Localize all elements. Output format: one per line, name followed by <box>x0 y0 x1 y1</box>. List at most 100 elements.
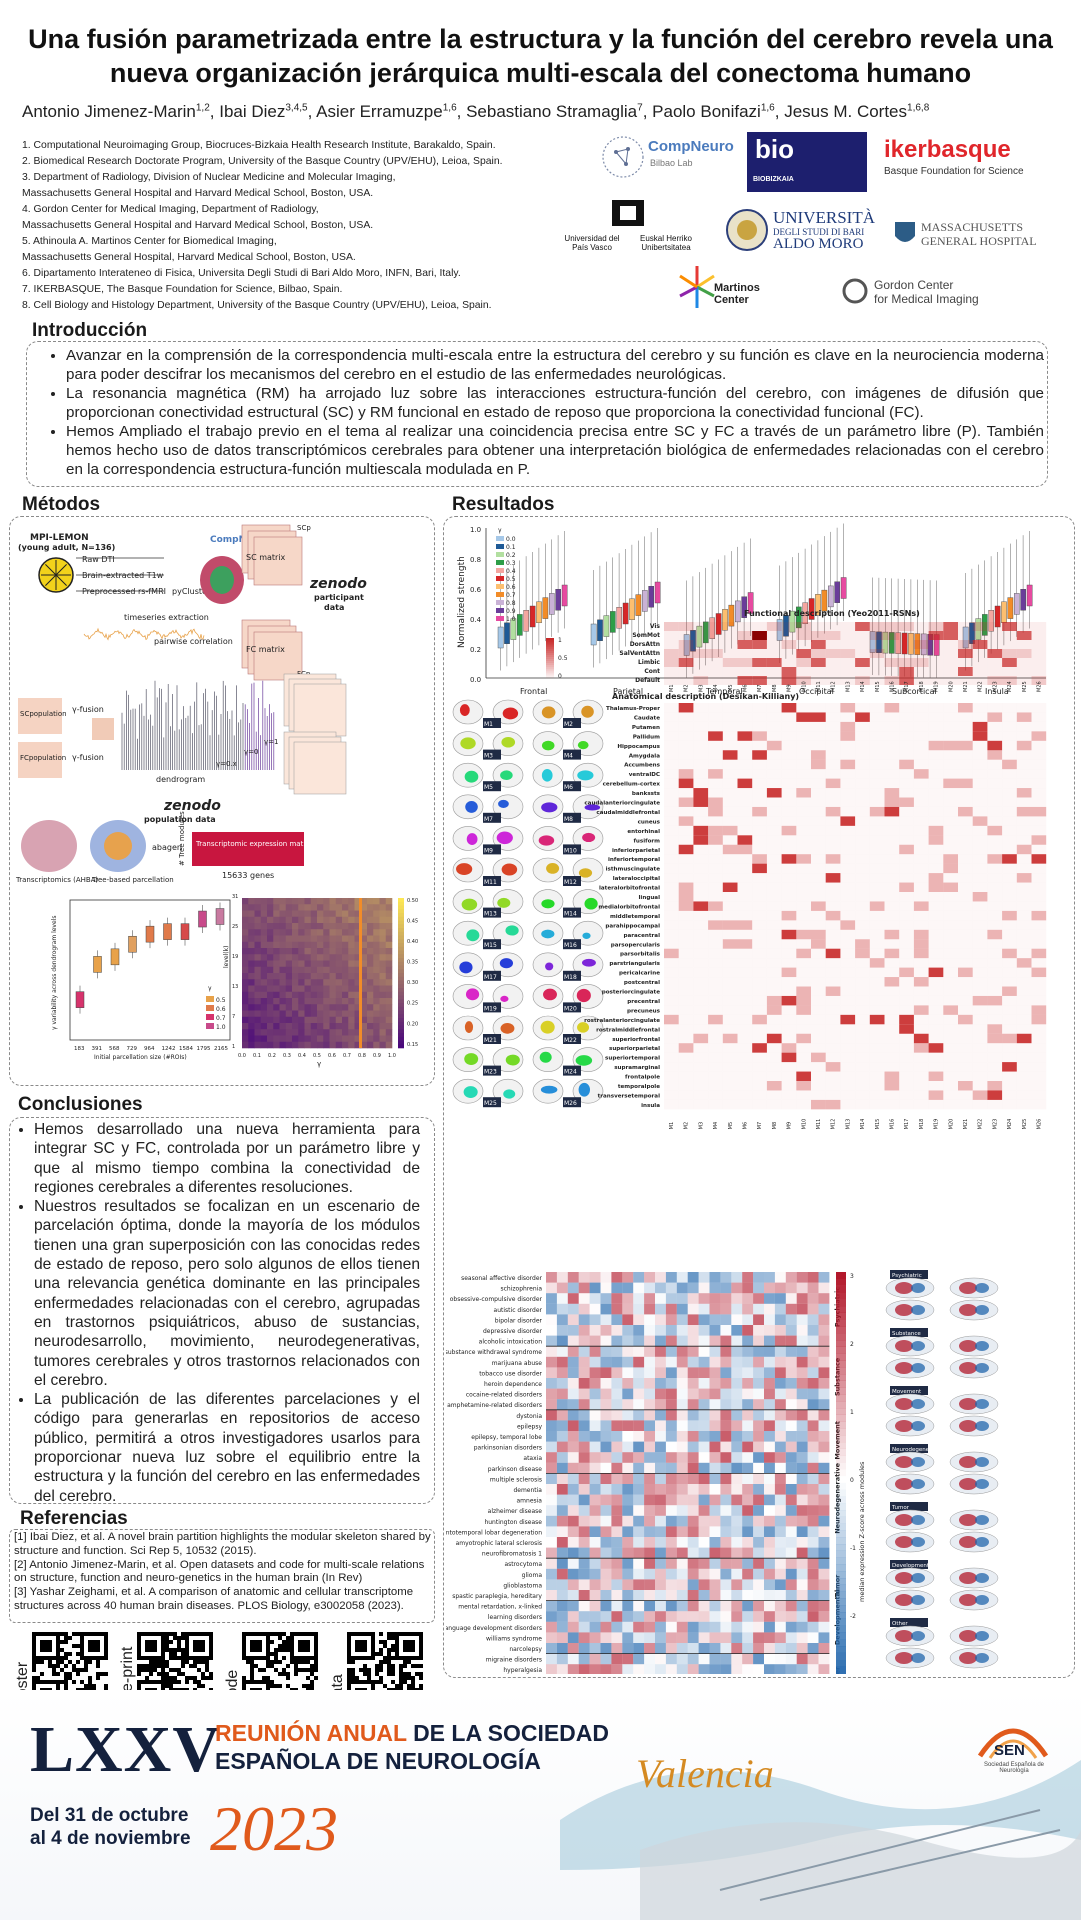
disease-cell <box>753 1367 764 1378</box>
group-brain-hot <box>959 1340 977 1352</box>
disease-cell <box>655 1579 666 1590</box>
anat-cell <box>928 806 944 817</box>
anat-cell <box>943 1052 958 1063</box>
anat-cell <box>708 882 723 892</box>
anat-cell <box>943 1071 958 1081</box>
bari-label-3: ALDO MORO <box>773 236 864 252</box>
strength-y-tick: 0.2 <box>470 646 481 654</box>
anat-cell <box>928 995 944 1006</box>
heatmap-cell <box>317 960 324 968</box>
group-brain-cold <box>975 1305 989 1315</box>
rsn-cell <box>693 622 709 631</box>
anat-cell <box>1002 1024 1017 1034</box>
heatmap-cell <box>298 948 305 955</box>
module-tag-bg <box>483 970 501 981</box>
rsn-cell <box>693 640 709 649</box>
anat-cell <box>825 835 841 845</box>
disease-cell <box>807 1537 819 1548</box>
anat-cell <box>678 892 694 902</box>
region-label: Temporal <box>705 687 743 696</box>
anat-cell <box>796 854 811 864</box>
disease-cell <box>600 1325 612 1336</box>
anat-cell <box>958 910 973 921</box>
module-tag: M13 <box>484 911 497 918</box>
disease-colorbar-step <box>836 1435 846 1443</box>
anat-cell <box>913 958 929 968</box>
heatmap-cell <box>335 935 343 943</box>
heatmap-cell <box>348 910 355 918</box>
heatmap-cell <box>254 954 262 961</box>
heatmap-cell <box>373 973 380 980</box>
anat-cell <box>884 1024 900 1034</box>
heatmap-colorbar-step <box>398 913 404 918</box>
anat-cell <box>825 939 841 949</box>
anat-cell <box>737 1033 753 1044</box>
anat-cell <box>678 816 694 826</box>
anat-cell <box>796 1014 811 1025</box>
disease-cell <box>720 1473 732 1484</box>
heatmap-cell <box>310 935 318 943</box>
disease-cell <box>676 1325 688 1336</box>
group-brain-cold <box>975 1653 989 1663</box>
disease-cell <box>644 1473 655 1484</box>
disease-cell <box>720 1441 732 1453</box>
anat-cell <box>899 892 914 902</box>
anat-module-tick: M11 <box>816 1119 822 1130</box>
disease-cell <box>611 1303 623 1315</box>
group-brain-cold <box>975 1515 989 1525</box>
anat-cell <box>825 806 841 817</box>
anat-cell <box>987 797 1003 807</box>
heatmap-colorbar-step <box>398 961 404 966</box>
qr-code[interactable] <box>32 1632 108 1708</box>
module-tag-bg <box>483 718 501 728</box>
heatmap-cell <box>360 941 368 949</box>
pairwise-label: pairwise correlation <box>154 637 233 646</box>
rsn-cell <box>869 676 885 685</box>
anat-cell <box>928 797 944 807</box>
disease-cell <box>709 1537 721 1548</box>
disease-cell <box>731 1420 743 1431</box>
disease-cell <box>764 1590 775 1601</box>
heatmap-cell <box>304 973 312 980</box>
anat-cell <box>781 1090 797 1100</box>
heatmap-cell <box>329 948 337 955</box>
anat-cell <box>972 892 988 902</box>
strength-box <box>747 592 754 614</box>
disease-colorbar-step <box>836 1312 846 1320</box>
anat-cell <box>825 788 841 798</box>
disease-cell <box>655 1335 666 1347</box>
anat-cell <box>1031 1081 1047 1091</box>
anat-label: insula <box>641 1103 660 1109</box>
disease-cell <box>709 1367 721 1378</box>
anat-cell <box>869 882 885 892</box>
disease-cell <box>589 1632 601 1643</box>
disease-cell <box>720 1515 732 1527</box>
anat-cell <box>811 1081 826 1091</box>
anat-cell <box>913 882 929 892</box>
group-brain-hot <box>959 1420 977 1432</box>
heatmap-cell <box>310 929 318 936</box>
anat-cell <box>693 910 709 921</box>
disease-cell <box>786 1399 797 1410</box>
anat-cell <box>913 703 929 713</box>
disease-colorbar-step <box>836 1523 846 1531</box>
anat-cell <box>928 1033 944 1044</box>
anat-cell <box>722 854 738 864</box>
anat-cell <box>781 901 797 911</box>
group-brain-hot <box>895 1572 913 1584</box>
disease-cell <box>785 1431 797 1442</box>
anat-cell <box>737 759 753 770</box>
anat-cell <box>943 1099 958 1110</box>
disease-cell <box>753 1547 764 1559</box>
heatmap-cell <box>304 929 312 936</box>
strength-box <box>715 613 722 635</box>
anat-cell <box>766 816 782 826</box>
disease-cell <box>709 1452 721 1463</box>
heatmap-cell <box>292 1010 299 1018</box>
disease-cell <box>633 1399 644 1410</box>
anat-cell <box>913 835 929 845</box>
anat-cell <box>664 1024 679 1034</box>
disease-cell <box>807 1526 819 1537</box>
disease-cell <box>611 1484 623 1495</box>
anat-cell <box>796 920 811 930</box>
